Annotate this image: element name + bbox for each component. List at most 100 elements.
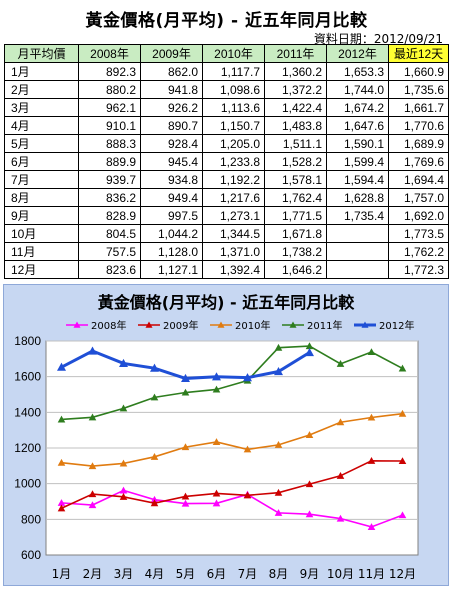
data-point [150,393,159,401]
data-point [274,343,283,351]
data-date: 資料日期：2012/09/21 [314,30,443,47]
legend-label: 2008年 [91,319,126,332]
data-point [336,360,345,367]
price-cell: 1,217.6 [202,188,265,207]
data-point [305,342,314,350]
price-cell: 1,528.2 [264,152,327,171]
data-point [305,348,314,357]
month-cell: 11月 [4,242,79,261]
data-point [57,362,66,371]
price-cell: 1,772.3 [388,260,449,279]
data-point [398,409,407,417]
data-point [88,413,97,421]
data-point [88,462,97,470]
data-point [181,388,190,396]
column-header: 月平均價 [4,44,79,63]
column-header: 最近12天 [388,44,449,63]
x-tick-label: 7月 [238,567,258,581]
legend-label: 2012年 [379,319,414,332]
data-point [336,418,345,426]
series-line [61,412,403,467]
data-point [274,488,283,496]
price-cell: 1,127.1 [140,260,203,279]
x-tick-label: 9月 [300,567,320,581]
price-cell: 1,205.0 [202,134,265,153]
column-header: 2011年 [264,44,327,63]
data-point [305,510,314,518]
page-title: 黃金價格(月平均) - 近五年同月比較 [85,11,368,31]
price-cell: 1,483.8 [264,116,327,135]
price-cell: 1,599.4 [326,152,389,171]
price-cell: 1,128.0 [140,242,203,261]
x-tick-label: 3月 [114,567,134,581]
data-point [212,489,221,497]
data-point [88,490,97,498]
data-point [150,452,159,460]
legend-label: 2009年 [163,319,198,332]
table-row: 11月 757.5 1,128.0 1,371.0 1,738.2 1,762.2 [4,242,449,261]
legend-marker [217,321,225,328]
y-tick-label: 1600 [14,370,41,384]
x-tick-label: 12月 [389,567,416,581]
price-table: 月平均價 2008年 2009年 2010年 2011年 2012年 最近12天 1月 892… [4,44,449,279]
series-line [61,489,403,528]
data-point [336,514,345,522]
data-point [367,523,376,530]
data-point [181,373,190,383]
data-point [274,441,283,448]
data-point [398,364,407,372]
data-point [398,457,407,465]
price-cell: 945.4 [140,152,203,171]
data-point [367,413,376,421]
price-cell: 1,653.3 [326,62,389,81]
month-cell: 5月 [4,134,79,153]
data-point [305,431,314,439]
series-line [61,345,403,421]
legend-label: 2010年 [235,319,270,332]
data-point [274,509,283,516]
price-cell: 1,689.9 [388,134,449,153]
data-point [243,445,252,453]
table-row: 1月 892.3 862.0 1,117.7 1,360.2 1,653.3 1,660.9 [4,62,449,81]
data-point [336,471,345,479]
data-point [367,457,376,464]
data-point [181,492,190,500]
series-line [61,460,403,510]
legend-marker [361,321,369,328]
table-row: 9月 828.9 997.5 1,273.1 1,771.5 1,735.4 1,692.0 [4,206,449,225]
price-cell: 1,590.1 [326,134,389,153]
table-row: 10月 804.5 1,044.2 1,344.5 1,671.8 1,773.5 [4,224,449,243]
x-tick-label: 10月 [327,567,354,581]
price-cell: 1,344.5 [202,224,265,243]
table-row: 5月 888.3 928.4 1,205.0 1,511.1 1,590.1 1,689.9 [4,134,449,153]
x-tick-label: 8月 [269,567,289,581]
x-tick-label: 6月 [207,567,227,581]
data-point [57,499,66,506]
table-header-row: 月平均價 2008年 2009年 2010年 2011年 2012年 最近12天 [4,44,449,63]
price-cell: 1,735.4 [326,206,389,225]
data-point [181,443,190,451]
table-row: 12月 823.6 1,127.1 1,392.4 1,646.2 1,772.3 [4,260,449,279]
x-tick-label: 4月 [145,567,165,581]
data-point [398,511,407,519]
table-row: 7月 939.7 934.8 1,192.2 1,578.1 1,594.4 1,694.4 [4,170,449,189]
y-tick-label: 1400 [14,405,41,419]
legend-marker [145,321,153,328]
x-tick-label: 11月 [358,567,385,581]
price-cell: 1,578.1 [264,170,327,189]
price-cell: 1,392.4 [202,260,265,279]
data-point [119,493,128,500]
data-point [212,385,221,393]
data-point [305,480,314,488]
price-cell: 828.9 [78,206,141,225]
price-cell: 934.8 [140,170,203,189]
data-point [119,404,128,412]
legend-label: 2011年 [307,319,342,332]
data-point [150,495,159,503]
data-point [181,499,190,507]
data-point [119,358,128,368]
price-cell: 1,769.6 [388,152,449,171]
price-cell: 1,594.4 [326,170,389,189]
column-header: 2010年 [202,44,265,63]
month-cell: 1月 [4,62,79,81]
